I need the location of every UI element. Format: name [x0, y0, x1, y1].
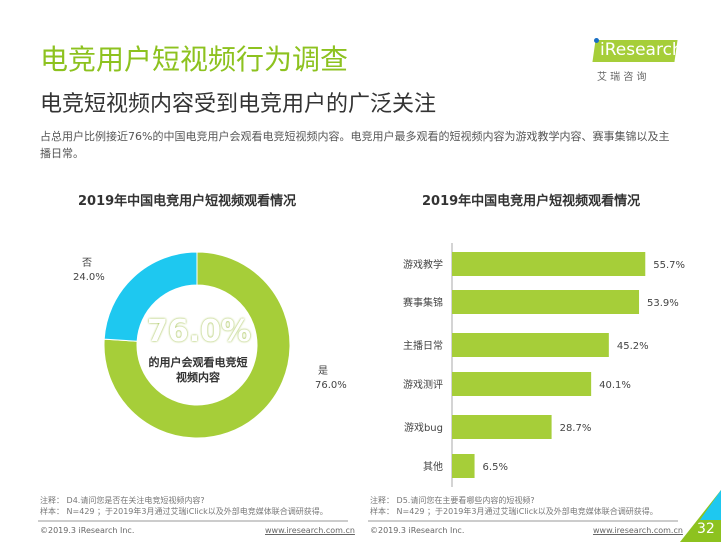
center-text-1: 的用户会观看电竞短	[148, 356, 248, 369]
bar	[452, 454, 475, 478]
bar	[452, 372, 592, 396]
logo: iResearch	[600, 40, 683, 60]
donut-title: 2019年中国电竞用户短视频观看情况	[78, 194, 297, 209]
bar-category-label: 游戏教学	[403, 258, 443, 271]
bar-category-label: 其他	[423, 460, 443, 473]
right-sample: 样本： N=429 ；于2019年3月通过艾瑞iClick以及外部电竞媒体联合调…	[370, 507, 658, 516]
center-text-2: 视频内容	[176, 371, 220, 384]
bar-value-label: 6.5%	[483, 462, 508, 473]
bar	[452, 252, 646, 276]
value-no: 24.0%	[73, 272, 105, 283]
page-corner-icon	[680, 490, 721, 542]
left-note: 注释： D4.请问您是否在关注电竞短视频内容?	[40, 496, 205, 505]
bar-value-label: 28.7%	[560, 423, 592, 434]
value-yes: 76.0%	[315, 380, 347, 391]
bar	[452, 290, 640, 314]
bar-category-label: 主播日常	[403, 339, 443, 352]
copyright: ©2019.3 iResearch Inc.	[370, 526, 465, 535]
bar-category-label: 赛事集锦	[403, 296, 443, 309]
copyright: ©2019.3 iResearch Inc.	[40, 526, 135, 535]
page-subtitle: 电竞短视频内容受到电竞用户的广泛关注	[40, 92, 437, 117]
bar-value-label: 53.9%	[647, 298, 679, 309]
logo-cn: 艾 瑞 咨 询	[597, 72, 647, 83]
right-note: 注释： D5.请问您在主要看哪些内容的短视频?	[370, 496, 535, 505]
bar-value-label: 55.7%	[653, 260, 685, 271]
label-yes: 是	[318, 366, 328, 377]
bar-value-label: 45.2%	[617, 341, 649, 352]
page-title: 电竞用户短视频行为调查	[40, 43, 349, 76]
page-number: 32	[697, 521, 715, 537]
bar-category-label: 游戏测评	[403, 378, 443, 391]
website-link[interactable]: www.iresearch.com.cn	[593, 526, 683, 535]
bar	[452, 333, 609, 357]
donut-slice-1	[103, 251, 198, 342]
website-link[interactable]: www.iresearch.com.cn	[265, 526, 355, 535]
label-no: 否	[82, 258, 92, 269]
bar-title: 2019年中国电竞用户短视频观看情况	[422, 194, 641, 209]
description: 占总用户比例接近76%的中国电竞用户会观看电竞短视频内容。电竞用户最多观看的短视…	[40, 130, 670, 160]
left-sample: 样本： N=429 ；于2019年3月通过艾瑞iClick以及外部电竞媒体联合调…	[40, 507, 328, 516]
bar-value-label: 40.1%	[599, 380, 631, 391]
divider	[368, 520, 678, 522]
divider	[38, 520, 348, 522]
donut-slice-0	[103, 251, 291, 439]
logo-dot-icon	[594, 38, 599, 43]
bar-category-label: 游戏bug	[404, 421, 443, 434]
center-value: 76.0%	[147, 314, 252, 349]
bar	[452, 415, 552, 439]
